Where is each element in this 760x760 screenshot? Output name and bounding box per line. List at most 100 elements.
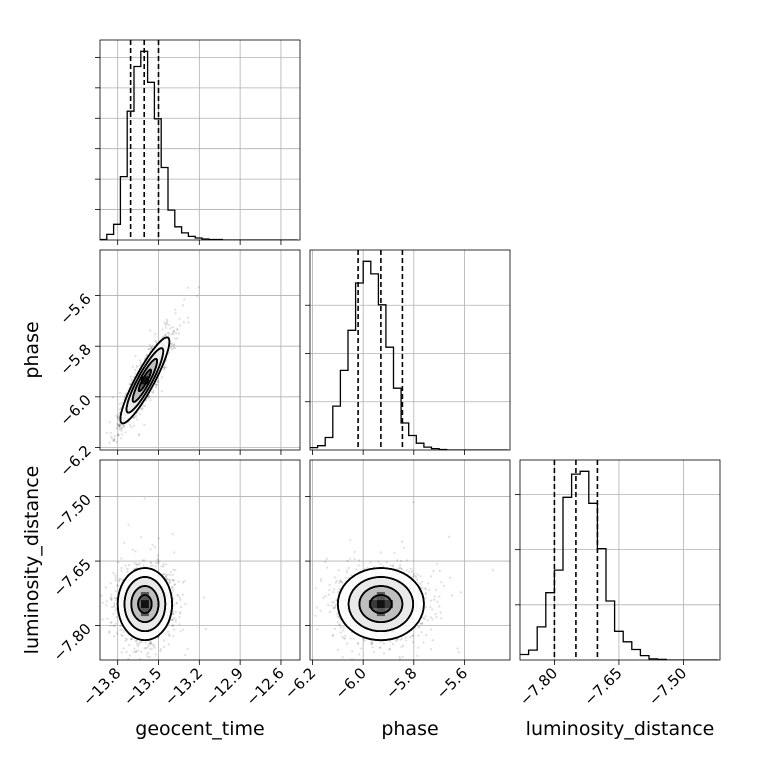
sample-point (148, 348, 151, 351)
sample-point (116, 423, 119, 426)
sample-point (119, 624, 122, 628)
sample-point (351, 650, 354, 653)
sample-point (138, 359, 141, 362)
sample-point (134, 650, 137, 654)
sample-point (114, 599, 117, 602)
sample-point (392, 643, 395, 646)
sample-point (400, 559, 403, 563)
sample-point (424, 615, 427, 618)
panel-frame (309, 459, 511, 661)
sample-point (168, 578, 171, 582)
sample-point (427, 582, 430, 585)
sample-point (104, 586, 107, 589)
sample-point (326, 566, 329, 569)
sample-point (330, 604, 333, 607)
sample-point (342, 626, 345, 629)
sample-point (431, 639, 434, 642)
sample-point (187, 316, 190, 319)
sample-point (147, 665, 149, 667)
sample-point (404, 639, 407, 642)
sample-point (408, 570, 411, 573)
sample-point (324, 560, 327, 564)
sample-point (168, 633, 171, 636)
sample-point (135, 414, 138, 417)
sample-point (172, 344, 175, 347)
x-tick-label: −13.2 (161, 664, 206, 709)
sample-point (117, 580, 120, 583)
sample-point (411, 575, 415, 578)
sample-point (416, 578, 419, 581)
sample-point (116, 434, 119, 437)
sample-point (140, 536, 143, 539)
sample-point (178, 317, 181, 320)
sample-point (131, 365, 134, 368)
sample-point (163, 366, 166, 369)
sample-point (396, 638, 399, 641)
contour-line (369, 594, 393, 614)
sample-point (124, 639, 127, 642)
sample-point (124, 637, 127, 640)
contour-line (130, 585, 160, 624)
sample-point (335, 598, 338, 602)
sample-point (128, 423, 131, 426)
sample-point (139, 407, 142, 410)
sample-point (424, 587, 427, 590)
sample-point (119, 423, 122, 426)
sample-point (170, 348, 173, 351)
sample-point (155, 561, 158, 565)
sample-point (122, 462, 124, 464)
sample-point (146, 655, 149, 659)
sample-point (328, 610, 332, 614)
sample-point (156, 557, 159, 561)
sample-point (319, 577, 323, 580)
density-cell (140, 592, 149, 601)
x-tick-label: −12.9 (202, 664, 247, 709)
sample-point (174, 569, 177, 572)
sample-point (143, 497, 146, 500)
sample-point (77, 674, 79, 676)
sample-point (125, 650, 128, 654)
sample-point (162, 645, 166, 649)
sample-point (337, 569, 340, 572)
sample-point (149, 642, 152, 645)
sample-point (123, 541, 126, 544)
sample-point (168, 581, 171, 584)
sample-point (164, 333, 167, 336)
sample-point (339, 579, 342, 582)
sample-point (145, 653, 149, 656)
sample-point (113, 438, 116, 441)
sample-point (112, 624, 115, 627)
sample-point (377, 560, 380, 563)
sample-point (149, 564, 152, 567)
sample-point (131, 637, 134, 641)
sample-point (118, 408, 121, 411)
sample-point (123, 426, 126, 429)
sample-point (421, 622, 424, 625)
sample-point (119, 427, 122, 431)
sample-point (153, 646, 156, 649)
sample-point (172, 635, 175, 638)
sample-point (156, 559, 159, 562)
sample-point (163, 321, 166, 324)
sample-point (118, 428, 121, 431)
sample-point (120, 557, 123, 560)
sample-point (342, 629, 345, 632)
sample-point (126, 567, 129, 571)
sample-point (115, 427, 118, 430)
sample-point (338, 581, 341, 584)
sample-point (338, 623, 341, 626)
sample-point (385, 561, 388, 564)
sample-point (144, 646, 147, 650)
sample-point (166, 578, 169, 581)
sample-point (422, 616, 425, 620)
contour-line (116, 567, 173, 642)
sample-point (152, 389, 155, 392)
sample-point (164, 326, 167, 329)
sample-point (137, 563, 140, 566)
sample-point (120, 634, 123, 637)
sample-point (118, 391, 122, 394)
y-tick-label: −7.50 (50, 491, 95, 536)
sample-point (366, 567, 369, 570)
sample-point (119, 628, 122, 631)
